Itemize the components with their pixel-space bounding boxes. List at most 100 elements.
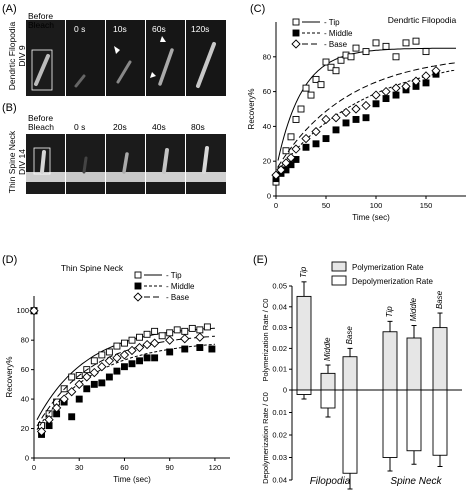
panel-label-b: (B) [2, 102, 17, 114]
row-label-a-line1: Dendrtic Filopodia [7, 21, 17, 91]
frame-caption-a-2: 0 s [74, 24, 86, 34]
point-d-1-11 [113, 367, 121, 375]
x-axis-label-d: Time (sec) [113, 475, 151, 484]
point-c-0-16 [352, 44, 360, 52]
bar-group-e-0 [296, 281, 312, 400]
point-c-0-20 [392, 53, 400, 61]
row-label-b: Thin Spine Neck DIV 14 [7, 127, 27, 197]
bar-depoly-e-4 [406, 389, 422, 452]
group-label-e-0: Filopodia [310, 476, 351, 487]
bar-depoly-e-2 [342, 389, 358, 474]
frame-b-3 [106, 134, 145, 194]
x-tick-label-c-0: 0 [274, 201, 278, 210]
point-c-0-22 [412, 37, 420, 45]
y-tick-label-e-bottom-0: 0.01 [272, 408, 287, 417]
y-tick-label-e-bottom-1: 0.02 [272, 431, 287, 440]
group-label-e-1: Spine Neck [390, 476, 442, 487]
point-c-2-0 [271, 170, 281, 180]
point-d-1-20 [208, 345, 216, 353]
point-c-0-2 [282, 147, 290, 155]
chart-title-c: Dendrtic Filopodia [388, 15, 457, 25]
point-d-1-17 [166, 348, 174, 356]
frame-caption-b-5: 80s [191, 122, 205, 132]
category-label-e-1: Middle [323, 337, 332, 361]
bar-group-e-5 [432, 312, 448, 467]
y-tick-label-d-0: 0 [25, 454, 29, 463]
fit-line-c-2 [277, 62, 457, 167]
point-d-2-3 [51, 403, 62, 413]
category-label-e-5: Base [435, 290, 444, 309]
y-tick-label-e-top-2: 0.03 [272, 323, 287, 332]
point-c-0-6 [302, 84, 310, 92]
point-d-0-17 [158, 332, 166, 340]
point-c-0-7 [307, 91, 315, 99]
point-d-1-16 [151, 354, 159, 362]
y-tick-label-c-4: 80 [263, 52, 271, 61]
point-d-0-5 [68, 373, 76, 381]
point-c-1-12 [372, 100, 380, 108]
y-tick-label-c-3: 60 [263, 87, 271, 96]
legend-c: - Tip - Middle - Base [291, 18, 353, 49]
point-c-1-8 [332, 126, 340, 134]
legend-e: Polymerization Rate Depolymerization Rate [331, 261, 433, 286]
point-d-2-1 [36, 426, 47, 437]
series-d-1 [30, 307, 216, 438]
bar-group-e-4 [406, 325, 422, 465]
y-tick-label-c-2: 40 [263, 122, 271, 131]
point-c-2-18 [431, 66, 441, 76]
image-strip-b-svg [26, 134, 226, 194]
legend-d: - Tip - Middle - Base [133, 271, 195, 302]
point-c-0-17 [362, 48, 370, 56]
y-tick-label-e-bottom-2: 0.03 [272, 453, 287, 462]
point-c-2-2 [281, 158, 291, 168]
point-d-1-6 [75, 395, 83, 403]
x-tick-label-c-2: 100 [370, 201, 383, 210]
panel-label-e: (E) [253, 254, 268, 266]
y-tick-label-e-top-5: 0 [283, 386, 287, 395]
frame-a-2 [66, 20, 105, 96]
legend-swatch-e-1 [331, 275, 347, 286]
x-axis-label-c: Time (sec) [352, 213, 390, 222]
y-tick-label-e-bottom-3: 0.04 [272, 476, 287, 485]
point-c-1-14 [392, 91, 400, 99]
y-tick-label-c-0: 0 [267, 192, 271, 201]
point-d-0-14 [136, 333, 143, 341]
legend-marker-c-0 [292, 18, 300, 26]
category-label-e-3: Tip [385, 306, 394, 318]
point-c-2-7 [321, 114, 331, 125]
point-d-2-15 [142, 339, 152, 350]
point-c-1-6 [312, 140, 320, 148]
point-c-2-3 [286, 153, 296, 163]
point-d-0-8 [90, 357, 98, 365]
point-c-0-15 [347, 53, 355, 61]
point-d-0-20 [181, 327, 189, 335]
legend-label-c-0: - Tip [324, 18, 340, 27]
frame-b-5 [186, 134, 226, 194]
frame-caption-b-3: 20s [113, 122, 127, 132]
legend-marker-c-2 [291, 39, 301, 49]
panel-label-a: (A) [2, 3, 17, 15]
point-c-0-23 [422, 48, 430, 56]
point-d-0-16 [151, 327, 159, 335]
point-d-2-4 [59, 394, 69, 404]
point-c-2-16 [411, 76, 421, 86]
frame-caption-a-4: 60s [152, 24, 166, 34]
point-d-0-21 [188, 324, 196, 332]
point-d-1-10 [105, 373, 113, 381]
point-d-2-19 [195, 332, 205, 342]
x-tick-label-c-1: 50 [322, 201, 330, 210]
frame-b-2 [66, 134, 105, 194]
frame-caption-a-5: 120s [191, 24, 210, 34]
frame-a-1 [26, 20, 65, 96]
point-c-0-11 [327, 63, 335, 71]
legend-label-c-2: - Base [324, 40, 348, 49]
row-label-a: Dendrtic Filopodia DIV 9 [7, 21, 27, 91]
x-tick-label-d-2: 60 [120, 463, 128, 472]
point-c-1-10 [352, 115, 360, 123]
point-d-2-13 [127, 345, 137, 356]
image-strip-a-svg [26, 20, 226, 96]
legend-marker-d-0 [134, 271, 142, 279]
chart-c: 0 50 100 150 0 20 40 60 80 Time (sec) Recovery% Den… [247, 15, 466, 222]
panel-label-d: (D) [2, 254, 18, 266]
point-d-0-9 [98, 351, 106, 359]
